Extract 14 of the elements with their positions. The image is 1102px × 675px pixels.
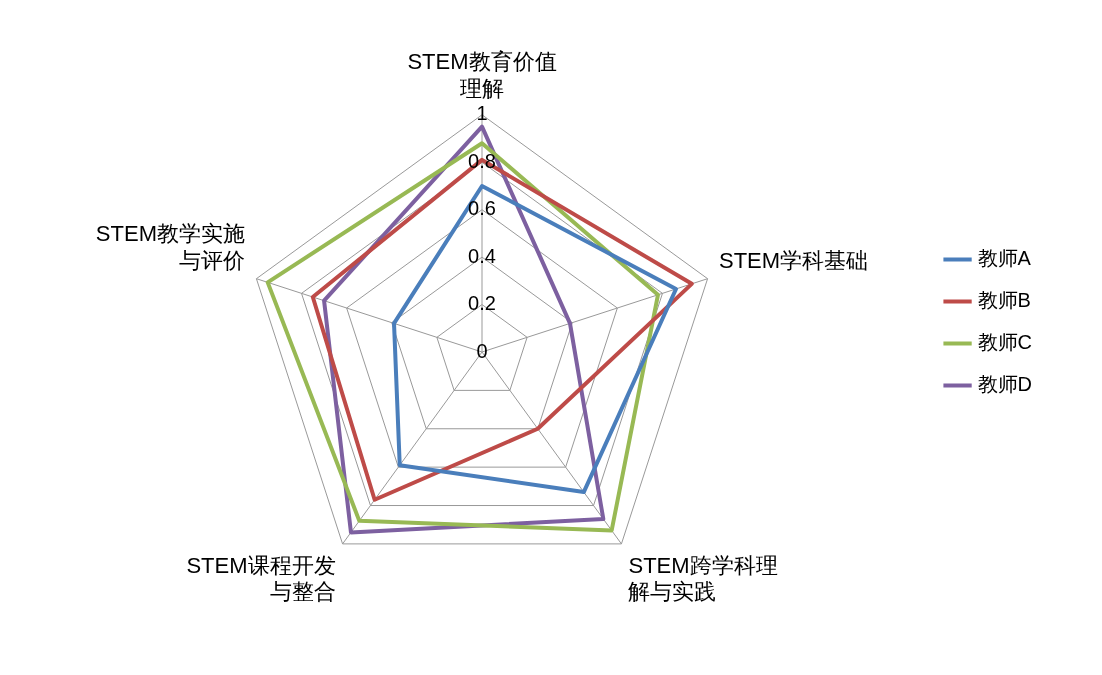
spoke-label: STEM课程开发与整合 <box>186 552 336 605</box>
y-tick-label: 0.2 <box>468 292 496 315</box>
legend-label: 教师C <box>977 331 1033 354</box>
spoke-label: STEM学科基础 <box>719 247 869 273</box>
legend-label: 教师A <box>977 247 1032 270</box>
legend-label: 教师B <box>977 289 1031 312</box>
spoke-label: STEM跨学科理解与实践 <box>628 552 778 605</box>
legend-label: 教师D <box>977 373 1033 396</box>
y-tick-label: 1 <box>476 102 488 125</box>
y-tick-label: 0 <box>476 339 488 362</box>
y-tick-label: 0.6 <box>468 197 496 220</box>
y-tick-label: 0.4 <box>468 244 496 267</box>
spoke-label: STEM教学实施与评价 <box>95 221 245 273</box>
spoke-label: STEM教育价值理解 <box>407 49 557 101</box>
